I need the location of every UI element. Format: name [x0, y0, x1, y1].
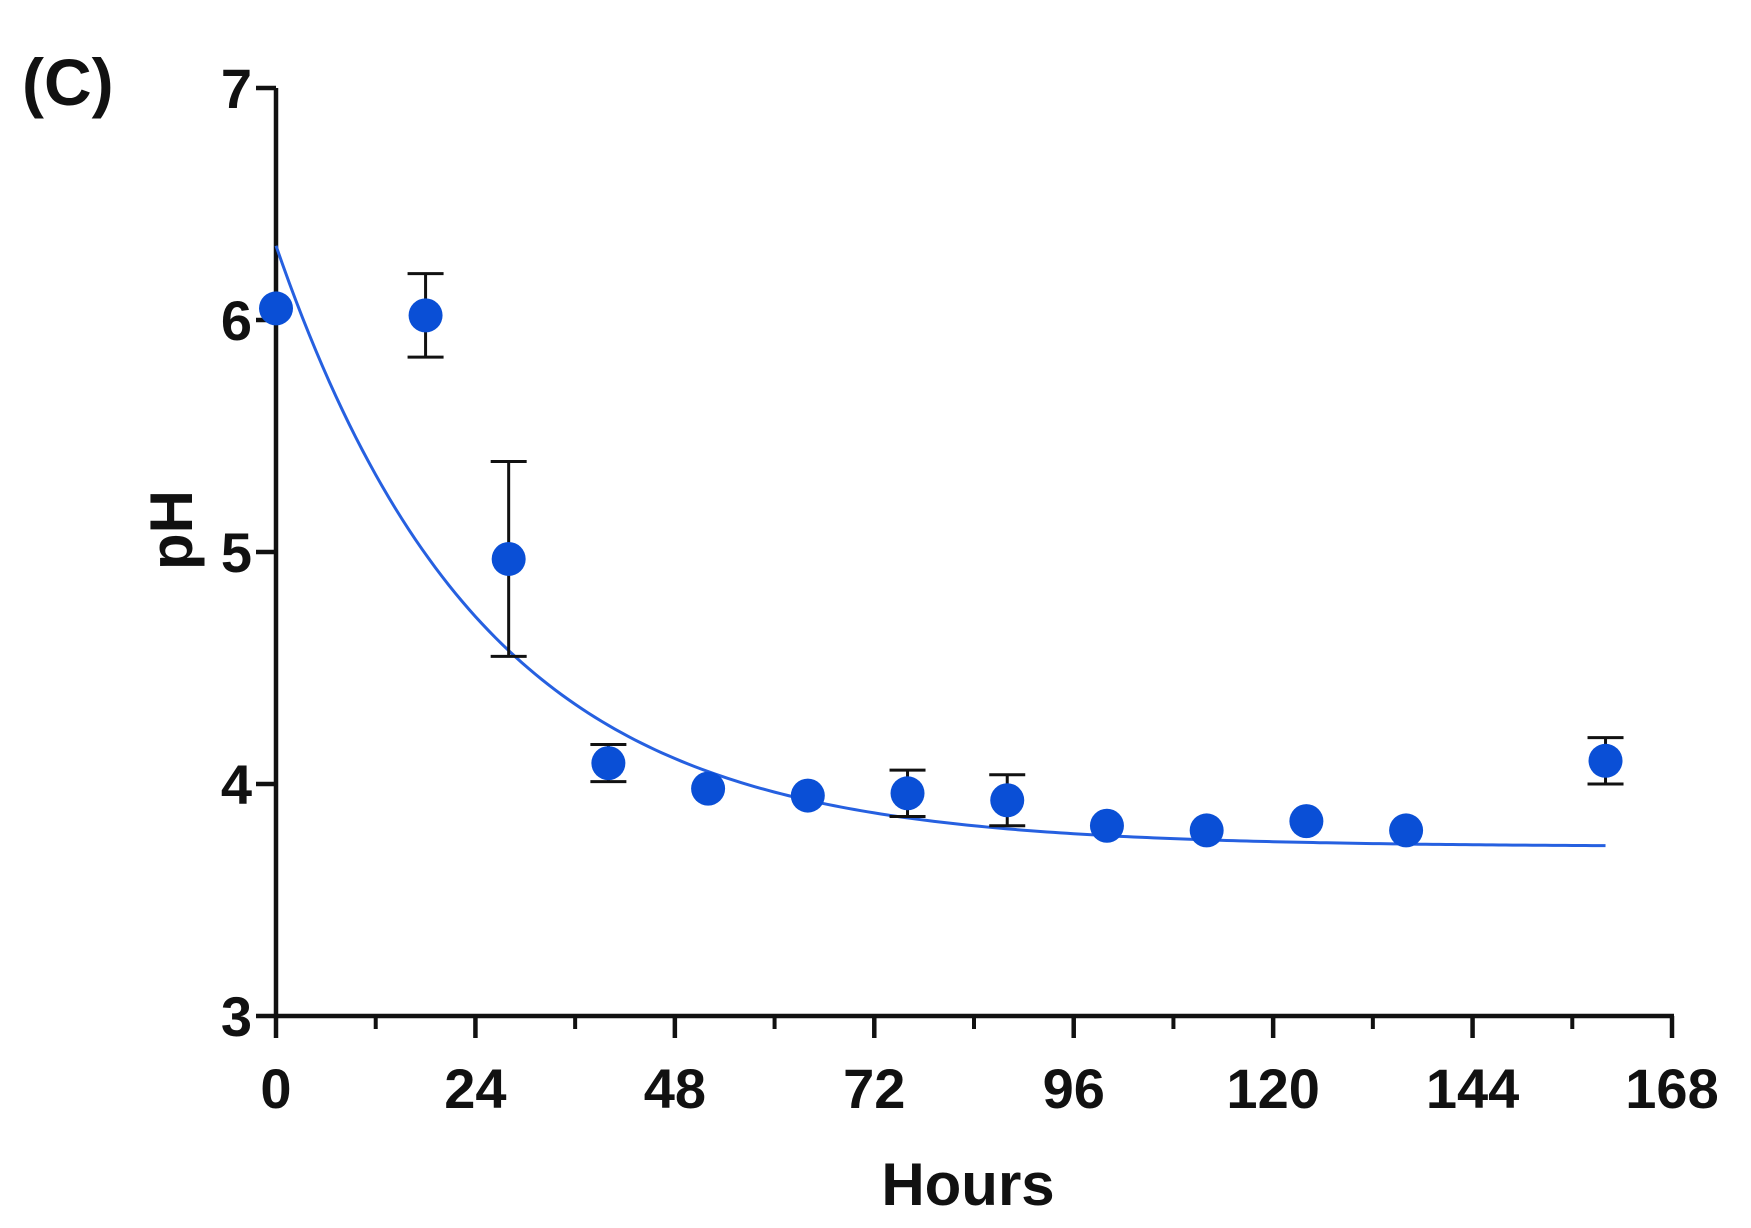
data-point [408, 298, 443, 333]
x-tick-label: 24 [444, 1057, 506, 1120]
data-point [1289, 804, 1324, 839]
x-tick-label: 48 [644, 1057, 706, 1120]
y-tick-label: 3 [221, 985, 252, 1048]
y-tick-label: 6 [221, 289, 252, 352]
data-point [691, 771, 726, 806]
x-tick-label: 144 [1426, 1057, 1519, 1120]
axes: 0 24 48 72 96 120 144 168 3 4 5 6 7 [221, 57, 1719, 1120]
data-point [990, 783, 1025, 818]
x-tick-label: 96 [1043, 1057, 1105, 1120]
x-tick-label: 168 [1625, 1057, 1718, 1120]
x-tick-label: 120 [1226, 1057, 1319, 1120]
data-point [1189, 813, 1224, 848]
data-point [890, 776, 925, 811]
error-bars [407, 272, 1624, 828]
x-axis-title: Hours [881, 1151, 1054, 1218]
data-points [259, 291, 1623, 848]
data-point [790, 778, 825, 813]
panel-label: (C) [22, 45, 114, 119]
y-tick-label: 4 [221, 753, 252, 816]
data-point [491, 541, 526, 576]
data-point [259, 291, 293, 326]
data-point [1588, 743, 1623, 778]
y-axis-title: pH [138, 490, 205, 570]
fit-curve-group [274, 245, 1606, 848]
data-point [591, 746, 626, 781]
x-tick-label: 72 [843, 1057, 905, 1120]
y-tick-label: 5 [221, 521, 252, 584]
data-point [1089, 808, 1124, 843]
data-point [1389, 813, 1424, 848]
x-tick-label: 0 [260, 1057, 291, 1120]
y-tick-label: 7 [221, 57, 252, 120]
fit-curve [274, 245, 1606, 848]
